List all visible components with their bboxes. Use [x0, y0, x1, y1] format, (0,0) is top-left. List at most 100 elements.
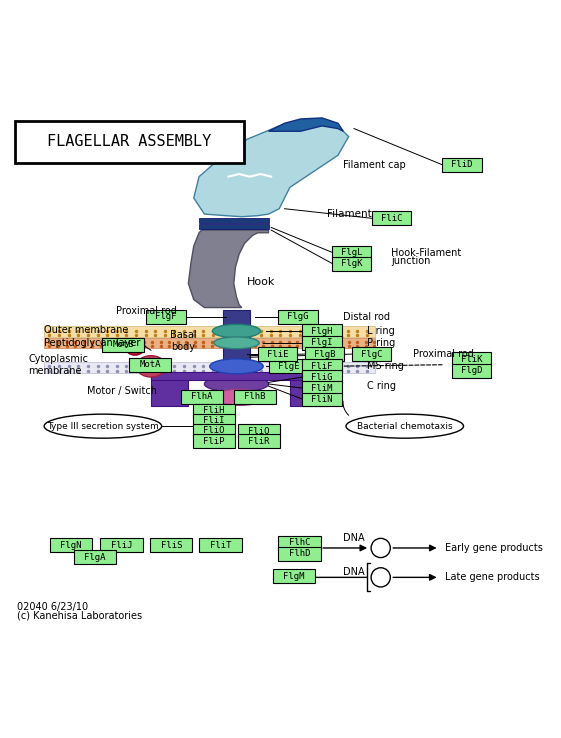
Text: FliD: FliD: [451, 160, 473, 170]
PathPatch shape: [194, 120, 348, 217]
FancyBboxPatch shape: [50, 538, 92, 552]
Text: FliI: FliI: [203, 416, 225, 425]
Text: FlhD: FlhD: [289, 549, 310, 559]
Text: Hook: Hook: [247, 277, 275, 287]
FancyBboxPatch shape: [234, 390, 276, 404]
Text: C ring: C ring: [367, 381, 397, 391]
Text: FliM: FliM: [311, 384, 333, 393]
FancyBboxPatch shape: [150, 538, 192, 552]
Text: FlgM: FlgM: [283, 572, 305, 581]
Text: FlgE: FlgE: [278, 362, 300, 370]
Text: FliS: FliS: [160, 541, 182, 550]
FancyBboxPatch shape: [151, 372, 327, 379]
FancyBboxPatch shape: [151, 377, 188, 407]
FancyBboxPatch shape: [199, 224, 269, 229]
FancyBboxPatch shape: [278, 536, 320, 550]
Text: Outer membrane: Outer membrane: [44, 325, 128, 335]
FancyBboxPatch shape: [332, 257, 371, 271]
FancyBboxPatch shape: [302, 370, 342, 384]
Text: Peptidoglycan layer: Peptidoglycan layer: [44, 338, 140, 348]
FancyBboxPatch shape: [238, 424, 280, 438]
FancyBboxPatch shape: [371, 211, 411, 225]
Text: Proximal rod: Proximal rod: [413, 349, 473, 359]
Circle shape: [371, 568, 390, 587]
Text: FlgK: FlgK: [341, 259, 362, 268]
FancyBboxPatch shape: [302, 324, 342, 338]
FancyBboxPatch shape: [102, 338, 144, 352]
Text: Filament cap: Filament cap: [343, 160, 406, 170]
FancyBboxPatch shape: [193, 414, 235, 428]
Text: FliR: FliR: [248, 437, 270, 446]
Text: FlgG: FlgG: [287, 312, 309, 321]
Ellipse shape: [214, 337, 259, 348]
Text: Cytoplasmic
membrane: Cytoplasmic membrane: [28, 354, 88, 376]
FancyBboxPatch shape: [302, 393, 342, 407]
Text: FliJ: FliJ: [111, 541, 132, 550]
Text: FliC: FliC: [381, 214, 402, 223]
FancyBboxPatch shape: [146, 310, 186, 323]
FancyBboxPatch shape: [193, 424, 235, 438]
Ellipse shape: [44, 414, 162, 438]
Text: Proximal rod: Proximal rod: [116, 306, 177, 317]
FancyBboxPatch shape: [269, 359, 309, 373]
Text: Filament: Filament: [327, 209, 372, 219]
Text: P ring: P ring: [367, 338, 396, 348]
FancyBboxPatch shape: [100, 538, 142, 552]
Text: Bacterial chemotaxis: Bacterial chemotaxis: [357, 421, 453, 431]
Text: FliQ: FliQ: [248, 427, 270, 435]
Ellipse shape: [204, 376, 269, 392]
FancyBboxPatch shape: [452, 353, 491, 366]
Text: Type III secretion system: Type III secretion system: [47, 421, 159, 431]
Text: MotB: MotB: [112, 340, 134, 350]
FancyBboxPatch shape: [442, 158, 482, 172]
FancyBboxPatch shape: [44, 362, 375, 373]
Text: FliF: FliF: [311, 362, 333, 370]
Text: FliE: FliE: [267, 350, 288, 359]
Text: Hook-Filament: Hook-Filament: [392, 247, 462, 258]
FancyBboxPatch shape: [193, 404, 235, 418]
Text: MS ring: MS ring: [367, 362, 404, 371]
FancyBboxPatch shape: [332, 246, 371, 260]
Text: FliG: FliG: [311, 373, 333, 382]
FancyBboxPatch shape: [352, 347, 392, 361]
Text: Late gene products: Late gene products: [445, 573, 540, 582]
Text: Basal
body: Basal body: [170, 331, 196, 352]
Circle shape: [371, 538, 390, 558]
Text: FliT: FliT: [210, 541, 231, 550]
Text: FlgB: FlgB: [314, 350, 335, 359]
Ellipse shape: [213, 390, 266, 405]
Text: DNA: DNA: [343, 567, 365, 577]
Text: junction: junction: [392, 255, 431, 266]
Text: FlgN: FlgN: [60, 541, 81, 550]
FancyBboxPatch shape: [302, 359, 342, 373]
Text: MotA: MotA: [139, 360, 160, 369]
Text: FlgH: FlgH: [311, 327, 333, 336]
Text: FlhC: FlhC: [289, 538, 310, 547]
FancyBboxPatch shape: [129, 358, 171, 372]
FancyBboxPatch shape: [181, 390, 223, 404]
PathPatch shape: [188, 230, 269, 308]
Text: FlgD: FlgD: [461, 366, 482, 375]
FancyBboxPatch shape: [44, 326, 375, 337]
Text: FlgC: FlgC: [361, 350, 383, 359]
FancyBboxPatch shape: [44, 338, 375, 348]
FancyBboxPatch shape: [199, 218, 269, 223]
FancyBboxPatch shape: [273, 569, 315, 583]
Text: FliO: FliO: [203, 427, 225, 435]
Text: DNA: DNA: [343, 533, 365, 543]
Text: FliK: FliK: [461, 355, 482, 364]
Text: FliP: FliP: [203, 437, 225, 446]
Text: Motor / Switch: Motor / Switch: [87, 387, 157, 396]
Text: FLAGELLAR ASSEMBLY: FLAGELLAR ASSEMBLY: [48, 134, 211, 149]
FancyBboxPatch shape: [15, 120, 245, 163]
Text: 02040 6/23/10: 02040 6/23/10: [17, 601, 89, 612]
FancyBboxPatch shape: [278, 310, 318, 323]
FancyBboxPatch shape: [199, 538, 242, 552]
Text: L ring: L ring: [367, 326, 395, 336]
Text: FlgA: FlgA: [84, 553, 105, 562]
FancyBboxPatch shape: [223, 310, 250, 404]
Ellipse shape: [213, 325, 260, 338]
Ellipse shape: [126, 340, 144, 355]
FancyBboxPatch shape: [452, 364, 491, 378]
Text: FlgF: FlgF: [155, 312, 177, 321]
